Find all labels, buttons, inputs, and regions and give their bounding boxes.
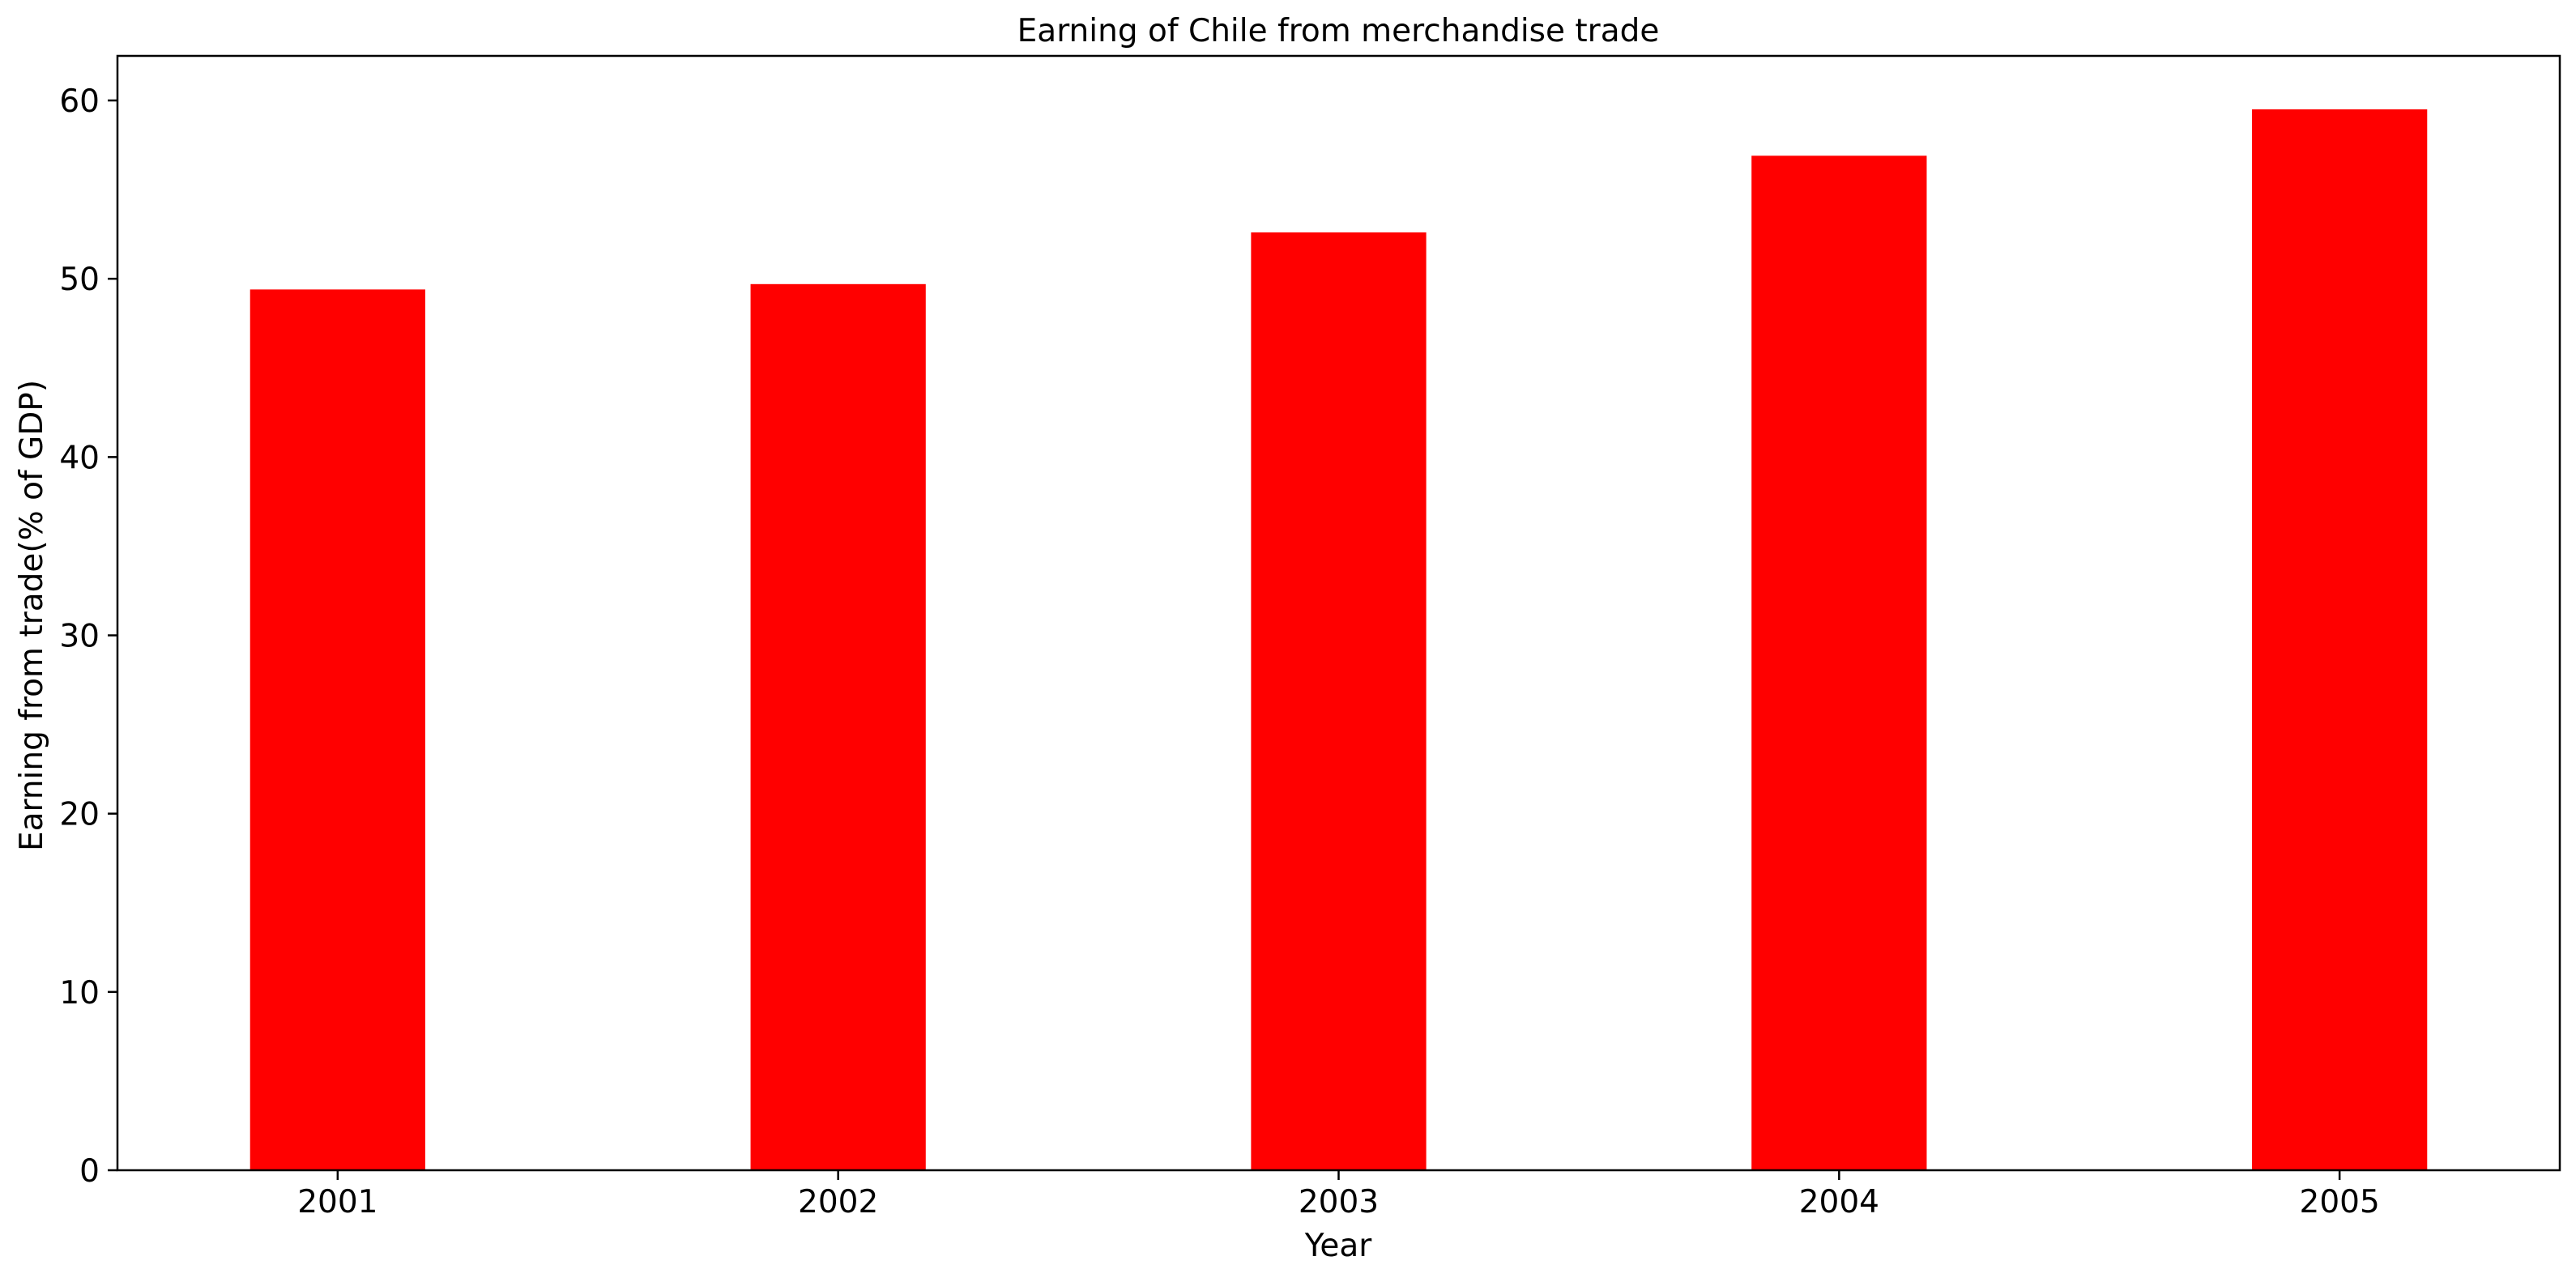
bar-2005 [2252, 109, 2428, 1171]
bar-2001 [249, 289, 425, 1170]
y-tick-label: 20 [59, 797, 100, 833]
x-tick-label: 2003 [1299, 1184, 1379, 1220]
y-tick-label: 40 [59, 440, 100, 476]
bar-2004 [1751, 155, 1927, 1171]
bar-2003 [1251, 232, 1427, 1171]
y-tick-label: 50 [59, 262, 100, 298]
x-tick-label: 2005 [2300, 1184, 2380, 1220]
y-tick-label: 0 [79, 1153, 100, 1190]
y-tick-label: 30 [59, 619, 100, 655]
y-axis-label: Earning from trade(% of GDP) [14, 380, 50, 851]
x-tick-label: 2001 [297, 1184, 377, 1220]
y-tick-label: 60 [59, 83, 100, 120]
x-tick-label: 2002 [798, 1184, 878, 1220]
y-tick-label: 10 [59, 975, 100, 1012]
axes-group: 0 10 20 30 40 50 60 2001 2002 2003 2004 2005 [59, 54, 2561, 1220]
x-axis-label: Year [1304, 1228, 1373, 1264]
bars-group [249, 109, 2428, 1171]
bar-2002 [750, 283, 926, 1170]
x-tick-label: 2004 [1799, 1184, 1879, 1220]
chart-title: Earning of Chile from merchandise trade [1017, 13, 1660, 49]
